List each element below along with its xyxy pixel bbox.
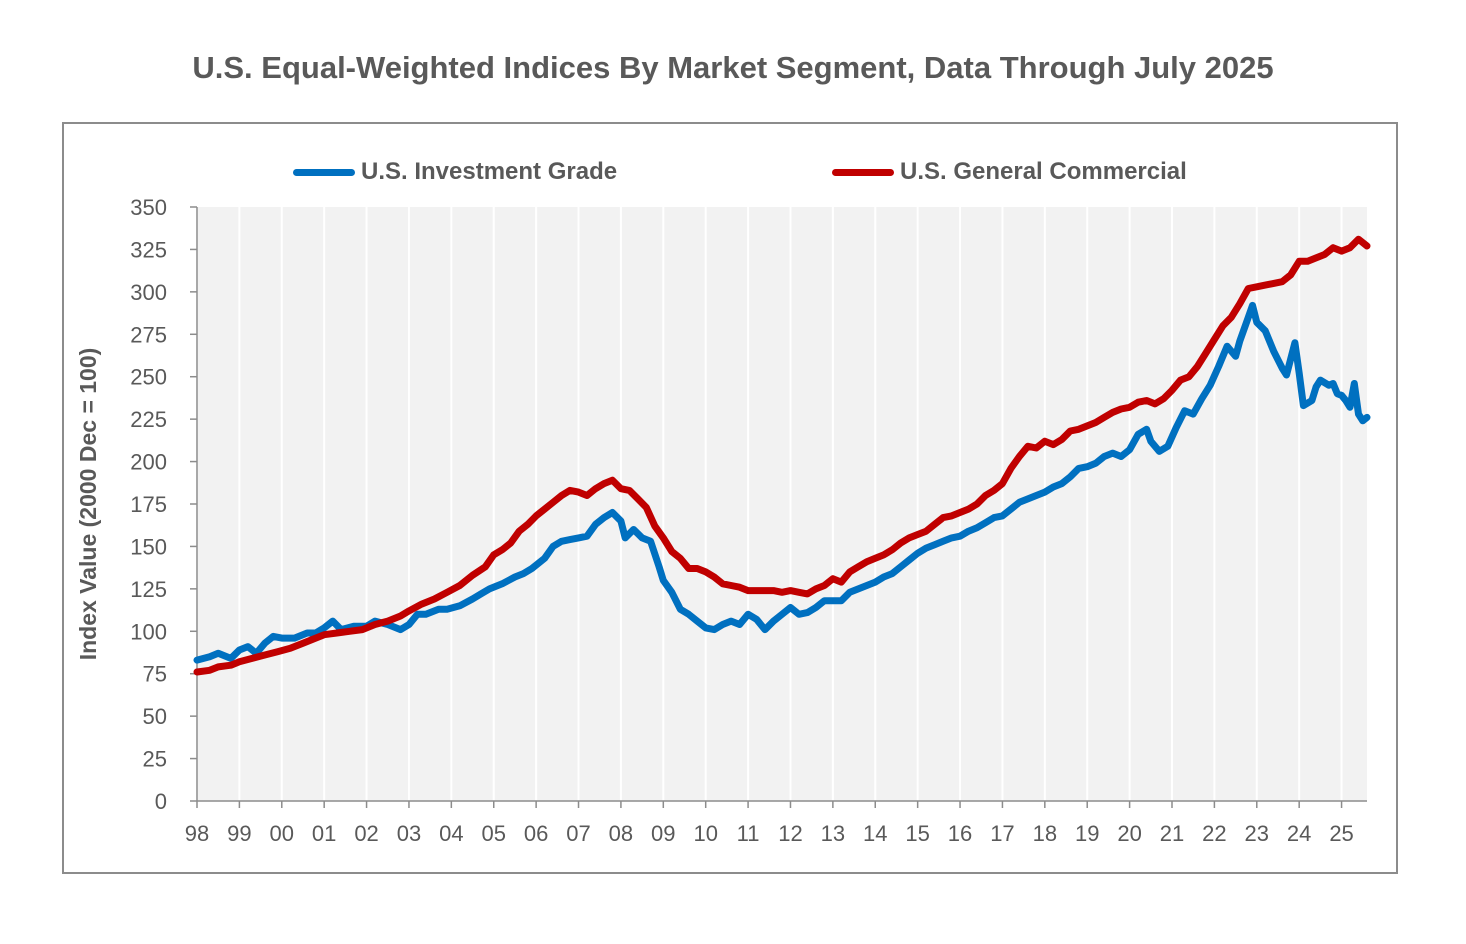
x-tick-label: 08 xyxy=(609,821,633,846)
legend-line-investment-grade xyxy=(293,168,355,176)
x-tick-label: 17 xyxy=(990,821,1014,846)
x-tick-label: 09 xyxy=(651,821,675,846)
x-tick-label: 23 xyxy=(1245,821,1269,846)
x-tick-label: 07 xyxy=(566,821,590,846)
x-tick-label: 13 xyxy=(821,821,845,846)
y-tick-label: 275 xyxy=(130,322,167,347)
y-tick-label: 0 xyxy=(155,789,167,814)
x-tick-label: 03 xyxy=(397,821,421,846)
x-tick-label: 06 xyxy=(524,821,548,846)
y-tick-label: 25 xyxy=(143,747,167,772)
x-tick-label: 16 xyxy=(948,821,972,846)
y-tick-label: 175 xyxy=(130,492,167,517)
legend: U.S. Investment Grade U.S. General Comme… xyxy=(0,158,1466,188)
x-tick-label: 01 xyxy=(312,821,336,846)
legend-label-investment-grade: U.S. Investment Grade xyxy=(361,158,618,185)
y-tick-label: 300 xyxy=(130,280,167,305)
x-tick-label: 20 xyxy=(1117,821,1141,846)
x-tick-label: 18 xyxy=(1033,821,1057,846)
x-tick-label: 00 xyxy=(270,821,294,846)
plot-area xyxy=(197,207,1367,801)
x-tick-label: 02 xyxy=(354,821,378,846)
y-tick-label: 325 xyxy=(130,237,167,262)
axes xyxy=(196,207,1367,802)
x-tick-label: 21 xyxy=(1160,821,1184,846)
y-tick-label: 50 xyxy=(143,704,167,729)
x-tick-label: 15 xyxy=(905,821,929,846)
x-tick-label: 04 xyxy=(439,821,463,846)
y-axis-ticks: 0 25 50 75 100 125 150 175 200 225 250 275 300 325 350 xyxy=(130,195,197,814)
x-tick-label: 10 xyxy=(693,821,717,846)
legend-item-general-commercial[interactable]: U.S. General Commercial xyxy=(832,158,1187,186)
series-group xyxy=(193,235,1371,676)
x-tick-label: 25 xyxy=(1329,821,1353,846)
y-tick-label: 250 xyxy=(130,365,167,390)
y-tick-label: 125 xyxy=(130,577,167,602)
x-tick-label: 24 xyxy=(1287,821,1311,846)
grid-lines xyxy=(196,207,1343,801)
x-tick-label: 98 xyxy=(185,821,209,846)
x-tick-label: 12 xyxy=(778,821,802,846)
x-tick-label: 22 xyxy=(1202,821,1226,846)
y-axis-label: Index Value (2000 Dec = 100) xyxy=(75,348,101,661)
series-line-general-commercial xyxy=(193,235,1371,676)
x-tick-label: 11 xyxy=(737,821,760,846)
x-tick-label: 19 xyxy=(1075,821,1099,846)
y-tick-label: 100 xyxy=(130,619,167,644)
y-tick-label: 75 xyxy=(143,662,167,687)
y-tick-label: 150 xyxy=(130,534,167,559)
y-tick-label: 200 xyxy=(130,450,167,475)
x-tick-label: 05 xyxy=(481,821,505,846)
x-tick-label: 14 xyxy=(863,821,887,846)
legend-item-investment-grade[interactable]: U.S. Investment Grade xyxy=(293,158,617,186)
chart-title: U.S. Equal-Weighted Indices By Market Se… xyxy=(192,50,1274,85)
y-tick-label: 350 xyxy=(130,195,167,220)
series-line-investment-grade xyxy=(193,301,1371,664)
x-tick-label: 99 xyxy=(227,821,251,846)
y-tick-label: 225 xyxy=(130,407,167,432)
x-axis-ticks: 98 99 00 01 02 03 04 05 06 07 08 09 10 11 12 13 14 15 16 17… xyxy=(185,801,1354,846)
legend-label-general-commercial: U.S. General Commercial xyxy=(900,158,1187,185)
legend-line-general-commercial xyxy=(832,168,894,176)
